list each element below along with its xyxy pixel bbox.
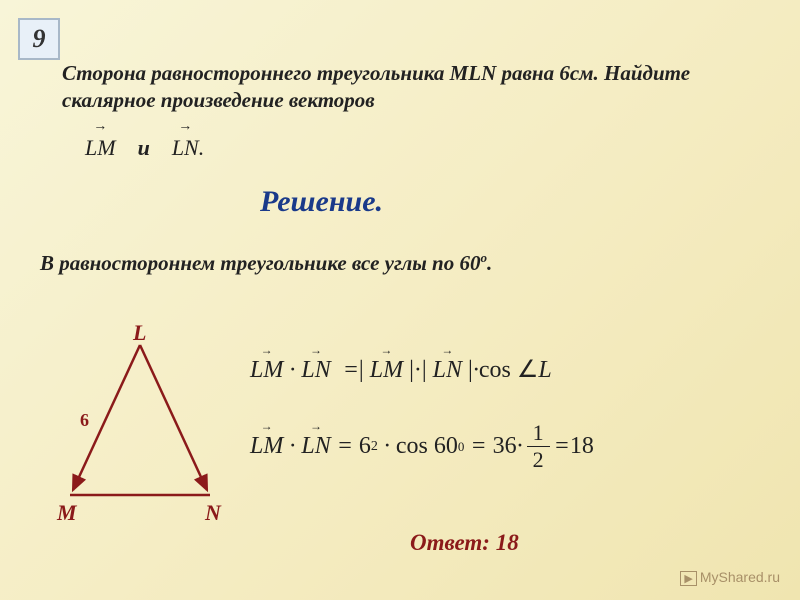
vector-ln: LN — [172, 135, 199, 161]
f2-dot2: · — [384, 433, 390, 460]
f2-num: 1 — [527, 420, 550, 447]
f2-fraction: 1 2 — [527, 420, 550, 473]
f2-eq3: = — [554, 433, 570, 460]
f1-cos: cos — [479, 357, 511, 383]
f1-ln2: LN — [433, 357, 462, 384]
problem-statement: Сторона равностороннего треугольника MLN… — [62, 60, 770, 115]
formula-calculation: LM · LN = 62 · cos 600 = 36· 1 2 =18 — [250, 420, 594, 473]
f2-eq2: = — [470, 433, 486, 460]
formula-dot-product-def: LM · LN =| LM |·| LN |·cos ∠L — [250, 355, 552, 384]
solution-heading: Решение. — [260, 185, 383, 219]
f2-base: 6 — [359, 433, 371, 460]
f1-angle: L — [538, 357, 551, 383]
period: . — [199, 135, 205, 160]
vertex-l-label: L — [133, 320, 146, 346]
vector-expression: LM и LN. — [85, 135, 204, 161]
answer-value: 18 — [496, 530, 519, 555]
triangle-svg — [45, 330, 265, 550]
f1-lm2: LM — [370, 357, 403, 384]
solution-explanation: В равностороннем треугольнике все углы п… — [40, 250, 770, 277]
f1-lm1: LM — [250, 357, 283, 384]
triangle-diagram: L M N 6 — [45, 330, 265, 550]
f2-degsym: 0 — [458, 439, 465, 455]
side-length-label: 6 — [80, 410, 89, 431]
f2-eq1: = — [337, 433, 353, 460]
watermark: ▶ MyShared.ru — [680, 569, 780, 586]
f1-dot1: · — [289, 357, 295, 383]
f2-val1: 36 — [493, 433, 517, 460]
and-conjunction: и — [138, 135, 150, 160]
solution-text-prefix: В равностороннем треугольнике все углы п… — [40, 251, 480, 275]
f2-lm: LM — [250, 433, 283, 460]
watermark-icon: ▶ — [680, 571, 696, 586]
f2-ln: LN — [301, 433, 330, 460]
answer-label: Ответ: — [410, 530, 496, 555]
f1-eq: = — [343, 357, 359, 383]
vertex-m-label: M — [57, 500, 77, 526]
vertex-n-label: N — [205, 500, 221, 526]
solution-text-suffix: . — [487, 251, 492, 275]
f2-den: 2 — [527, 447, 550, 473]
problem-number: 9 — [33, 24, 46, 54]
answer-line: Ответ: 18 — [410, 530, 519, 556]
f2-result: 18 — [570, 433, 594, 460]
watermark-text: MyShared.ru — [700, 569, 780, 585]
f2-deg: 60 — [434, 433, 458, 460]
f2-exp: 2 — [371, 439, 378, 455]
f2-cos: cos — [396, 433, 428, 460]
problem-number-box: 9 — [18, 18, 60, 60]
edge-ln — [140, 345, 207, 490]
vector-lm: LM — [85, 135, 116, 161]
f1-ln1: LN — [301, 357, 330, 384]
f2-dot3: · — [517, 433, 523, 460]
